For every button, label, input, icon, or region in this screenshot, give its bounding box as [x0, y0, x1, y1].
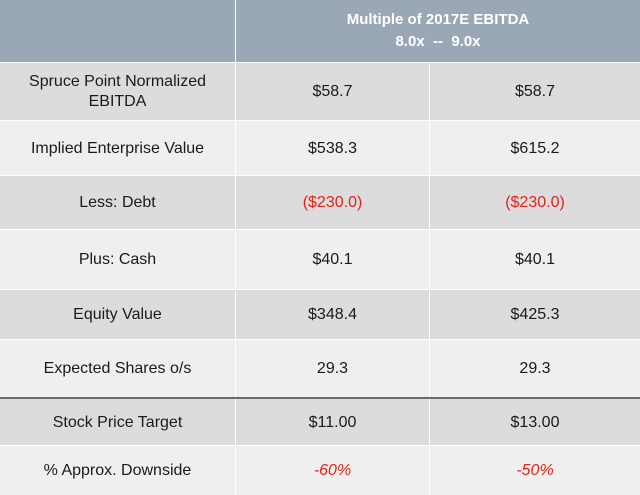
table-row-plus-cash: Plus: Cash $40.1 $40.1: [0, 229, 640, 290]
table-row-price-target: Stock Price Target $11.00 $13.00: [0, 397, 640, 447]
header-multiple-cell: Multiple of 2017E EBITDA 8.0x -- 9.0x: [236, 0, 640, 62]
row-label: % Approx. Downside: [0, 446, 236, 495]
low-value-cell: -60%: [236, 446, 430, 495]
table-row-less-debt: Less: Debt ($230.0) ($230.0): [0, 175, 640, 230]
row-label: Expected Shares o/s: [0, 340, 236, 398]
table-header: Multiple of 2017E EBITDA 8.0x -- 9.0x: [0, 0, 640, 62]
table-row-equity-value: Equity Value $348.4 $425.3: [0, 289, 640, 340]
table-row-downside: % Approx. Downside -60% -50%: [0, 445, 640, 495]
row-label: Less: Debt: [0, 176, 236, 230]
low-value-cell: $40.1: [236, 230, 430, 290]
header-blank-cell: [0, 0, 236, 62]
high-value-cell: -50%: [516, 461, 554, 479]
header-range: 8.0x -- 9.0x: [395, 33, 481, 50]
high-value-cell: ($230.0): [505, 194, 565, 211]
table-row-normalized-ebitda: Spruce Point Normalized EBITDA $58.7 $58…: [0, 62, 640, 121]
row-label: Implied Enterprise Value: [0, 121, 236, 176]
low-value-cell: 29.3: [236, 340, 430, 398]
low-value-cell: $348.4: [236, 290, 430, 340]
low-value-cell: $538.3: [236, 121, 430, 176]
high-value-cell: $425.3: [510, 306, 560, 323]
header-title: Multiple of 2017E EBITDA: [346, 11, 530, 28]
row-label: Spruce Point Normalized EBITDA: [0, 63, 236, 121]
high-value-cell: 29.3: [519, 360, 551, 377]
high-value-cell: $615.2: [510, 139, 560, 157]
row-label: Equity Value: [0, 290, 236, 340]
low-value-cell: $58.7: [236, 63, 430, 121]
row-label: Stock Price Target: [0, 399, 236, 447]
table-row-enterprise-value: Implied Enterprise Value $538.3 $615.2: [0, 120, 640, 176]
high-value-cell: $58.7: [514, 83, 556, 100]
high-value-cell: $40.1: [514, 251, 556, 268]
low-value-cell: $11.00: [236, 399, 430, 447]
row-label: Plus: Cash: [0, 230, 236, 290]
low-value-cell: ($230.0): [236, 176, 430, 230]
high-value-cell: $13.00: [510, 414, 560, 431]
table-row-expected-shares: Expected Shares o/s 29.3 29.3: [0, 339, 640, 398]
